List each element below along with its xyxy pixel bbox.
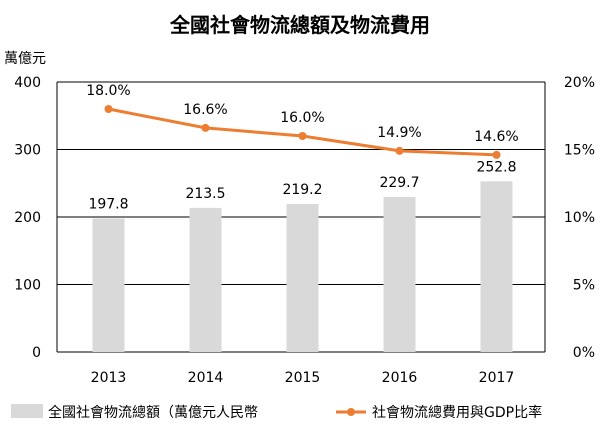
y-left-tick-label: 0 <box>32 345 41 361</box>
legend: 全國社會物流總額（萬億元人民幣 社會物流總費用與GDP比率 <box>11 404 542 421</box>
axes: 0 100 200 300 400 0% 5% 10% 15% 20% 2013 2014 2015 20… <box>14 75 595 386</box>
legend-line-marker <box>347 408 355 416</box>
bar <box>286 204 319 352</box>
y-right-tick-label: 10% <box>564 210 595 226</box>
line-point <box>298 132 307 140</box>
bar <box>92 218 125 352</box>
y-left-tick-label: 400 <box>14 75 41 91</box>
y-axis-unit-label: 萬億元 <box>4 51 46 67</box>
bar <box>189 207 222 352</box>
line-data-label: 18.0% <box>86 83 130 99</box>
x-tick-label: 2015 <box>285 370 321 386</box>
x-tick-label: 2017 <box>479 370 515 386</box>
y-right-tick-label: 5% <box>573 278 595 294</box>
line-point <box>395 146 404 155</box>
bar-data-label: 252.8 <box>476 159 516 175</box>
line-data-label: 14.6% <box>474 129 518 145</box>
bar-data-label: 229.7 <box>379 175 419 191</box>
line-data-label: 14.9% <box>377 125 421 141</box>
y-left-tick-label: 300 <box>14 143 41 159</box>
x-tick-label: 2014 <box>188 370 224 386</box>
line-point <box>492 150 501 159</box>
y-right-tick-label: 20% <box>564 75 595 91</box>
legend-bar-swatch <box>11 404 43 418</box>
bar-data-label: 219.2 <box>282 182 322 198</box>
bar <box>480 181 513 352</box>
legend-line-label: 社會物流總費用與GDP比率 <box>372 404 542 421</box>
chart-title: 全國社會物流總額及物流費用 <box>169 13 430 37</box>
line-point <box>201 123 210 132</box>
y-left-tick-label: 100 <box>14 278 41 294</box>
y-left-tick-label: 200 <box>14 210 41 226</box>
x-tick-label: 2013 <box>91 370 127 386</box>
y-right-tick-label: 15% <box>564 143 595 159</box>
bar-data-label: 213.5 <box>185 186 225 202</box>
bar-data-label: 197.8 <box>88 196 128 212</box>
bar-series <box>92 181 513 352</box>
line-point <box>104 105 113 113</box>
line-series <box>104 105 501 159</box>
line-data-label: 16.6% <box>183 102 227 118</box>
data-labels: 197.8 213.5 219.2 229.7 252.8 18.0% 16.6% 16.0%… <box>86 83 518 212</box>
line-data-label: 16.0% <box>280 110 324 126</box>
y-right-tick-label: 0% <box>573 345 595 361</box>
x-tick-label: 2016 <box>382 370 418 386</box>
legend-bar-label: 全國社會物流總額（萬億元人民幣 <box>48 404 258 421</box>
bar <box>383 196 416 352</box>
